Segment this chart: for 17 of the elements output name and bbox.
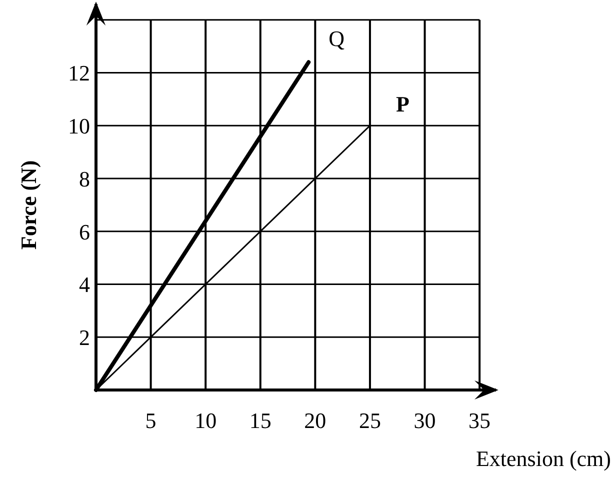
x-tick-label: 30: [414, 408, 436, 433]
y-tick-label: 12: [68, 60, 90, 86]
y-tick-label: 4: [79, 272, 90, 298]
x-tick-label: 10: [194, 408, 217, 433]
x-axis-title: Extension (cm): [476, 446, 611, 471]
x-tick-label: 35: [468, 408, 491, 433]
y-axis-title: Force (N): [16, 160, 41, 250]
y-tick-label: 10: [68, 114, 90, 139]
x-tick-label: 15: [249, 408, 272, 433]
x-tick-label: 5: [145, 408, 156, 433]
series-label: Q: [328, 26, 345, 52]
y-tick-label: 6: [79, 219, 90, 244]
x-tick-label: 25: [358, 408, 381, 433]
y-tick-label: 8: [79, 166, 90, 192]
series-label: P: [396, 92, 410, 117]
y-tick-label: 2: [79, 325, 90, 350]
x-tick-label: 20: [304, 408, 326, 433]
